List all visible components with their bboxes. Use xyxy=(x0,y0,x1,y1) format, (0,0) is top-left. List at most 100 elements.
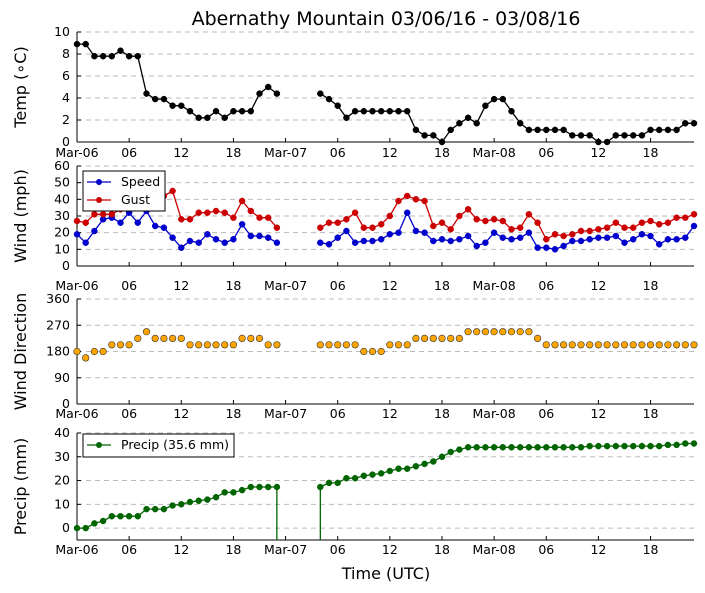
data-point xyxy=(690,222,698,230)
data-point xyxy=(169,187,176,195)
data-point xyxy=(230,236,237,243)
data-point xyxy=(516,120,524,127)
x-tick-label: 12 xyxy=(173,145,189,160)
data-point xyxy=(586,442,593,450)
data-point xyxy=(334,341,342,349)
data-point xyxy=(238,334,246,343)
data-point xyxy=(238,107,246,115)
data-point xyxy=(655,341,663,349)
data-point xyxy=(247,334,255,343)
x-tick-label: 12 xyxy=(590,406,606,421)
data-point xyxy=(543,444,550,451)
data-point xyxy=(534,126,541,134)
data-point xyxy=(195,341,203,349)
data-point xyxy=(412,334,420,343)
data-point xyxy=(273,224,281,231)
y-tick-label: 8 xyxy=(62,46,70,61)
data-point xyxy=(551,341,559,349)
data-point xyxy=(264,483,272,491)
data-point xyxy=(534,244,541,251)
data-point xyxy=(386,107,394,115)
data-point xyxy=(482,217,489,225)
data-point xyxy=(655,241,663,248)
data-point xyxy=(82,354,90,362)
data-point xyxy=(621,239,628,246)
data-point xyxy=(603,442,611,450)
data-point xyxy=(204,114,211,122)
data-point xyxy=(351,209,359,216)
data-point xyxy=(325,341,333,349)
data-point xyxy=(638,341,646,349)
data-point xyxy=(386,231,394,238)
data-point xyxy=(99,517,107,525)
data-point xyxy=(178,244,185,251)
x-tick-label: Mar-07 xyxy=(264,542,307,557)
data-point xyxy=(473,242,480,250)
data-point xyxy=(247,107,255,115)
data-point xyxy=(438,138,446,146)
x-tick-label: 18 xyxy=(225,542,241,557)
data-point xyxy=(638,132,646,139)
data-point xyxy=(586,236,593,243)
data-point xyxy=(430,237,437,245)
legend-box xyxy=(82,170,166,212)
data-point xyxy=(186,237,194,245)
data-point xyxy=(334,479,341,487)
y-tick-label: 6 xyxy=(62,68,70,83)
data-point xyxy=(655,221,663,228)
data-point xyxy=(169,234,176,241)
data-point xyxy=(490,95,498,103)
x-tick-label: 18 xyxy=(643,406,659,421)
precip-legend: Precip (35.6 mm) xyxy=(82,433,235,458)
x-tick-label: 06 xyxy=(330,145,346,160)
x-tick-label: 06 xyxy=(121,542,137,557)
x-tick-label: 18 xyxy=(225,406,241,421)
x-tick-label: Mar-07 xyxy=(264,145,307,160)
data-point xyxy=(508,236,515,243)
y-tick-label: 4 xyxy=(62,90,70,105)
data-point xyxy=(655,442,663,450)
data-point xyxy=(534,444,541,451)
data-point xyxy=(212,493,220,501)
data-point xyxy=(386,341,394,349)
data-point xyxy=(421,460,428,468)
data-point xyxy=(421,132,428,139)
data-point xyxy=(343,227,350,235)
y-tick-label: 0 xyxy=(62,258,70,273)
data-point xyxy=(212,236,220,243)
x-tick-label: 18 xyxy=(643,278,659,293)
data-point xyxy=(273,483,281,491)
y-tick-label: 10 xyxy=(54,496,70,511)
data-point xyxy=(91,227,98,235)
data-point xyxy=(620,341,629,349)
data-point xyxy=(160,334,168,343)
data-point xyxy=(195,209,202,216)
data-point xyxy=(343,474,350,482)
data-point xyxy=(334,102,341,109)
data-point xyxy=(117,219,124,226)
data-point xyxy=(177,334,185,343)
data-point xyxy=(560,126,567,134)
data-point xyxy=(638,219,646,226)
data-point xyxy=(473,216,480,223)
data-point xyxy=(664,236,672,243)
data-point xyxy=(325,219,333,226)
data-point xyxy=(143,505,150,513)
data-point xyxy=(369,471,376,478)
data-point xyxy=(682,120,689,127)
data-point xyxy=(230,489,237,496)
data-point xyxy=(221,341,229,349)
data-point xyxy=(430,132,437,139)
y-tick-label: 60 xyxy=(54,158,70,173)
data-point xyxy=(551,444,559,451)
y-axis-label: Wind Direction xyxy=(11,293,30,411)
y-tick-label: 10 xyxy=(54,241,70,256)
data-point xyxy=(82,524,89,532)
data-point xyxy=(559,341,568,349)
data-point xyxy=(490,328,498,336)
data-point xyxy=(99,211,107,218)
x-tick-label: 18 xyxy=(225,145,241,160)
data-point xyxy=(543,236,550,243)
data-point xyxy=(430,458,437,465)
data-point xyxy=(690,211,698,218)
